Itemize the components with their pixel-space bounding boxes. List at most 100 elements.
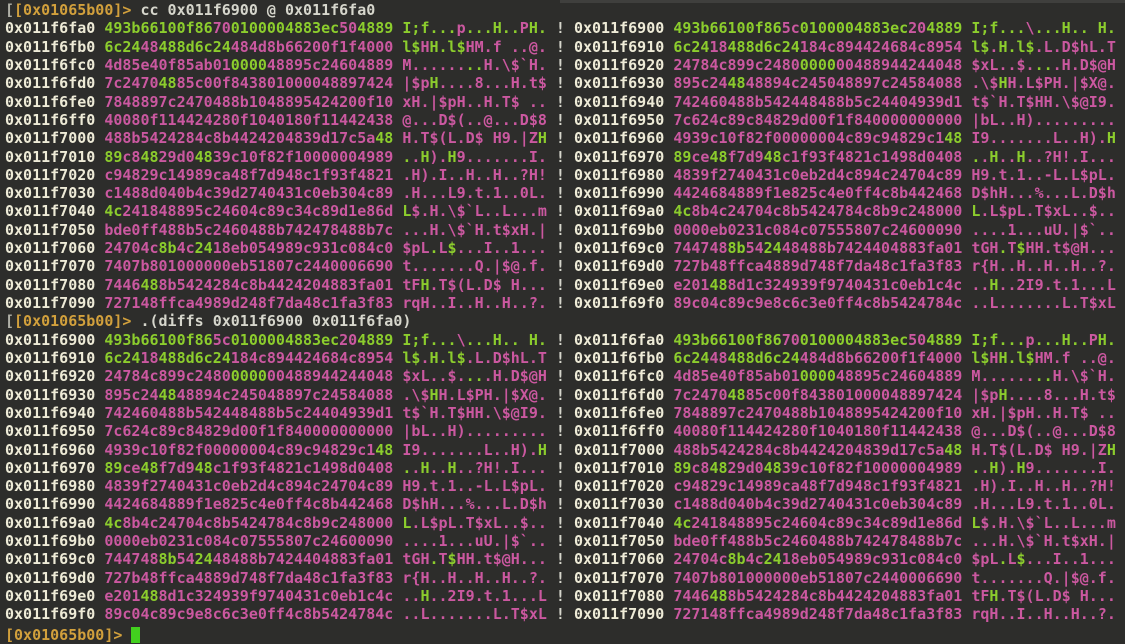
left-ascii: H.T$(L.D$ H9.|ZH bbox=[402, 129, 547, 148]
diff-separator: ! bbox=[555, 184, 565, 203]
diff-separator: ! bbox=[555, 92, 565, 111]
diff-separator: ! bbox=[555, 440, 565, 459]
left-address: 0x011f6920 bbox=[5, 367, 96, 386]
right-address: 0x011f6fd0 bbox=[573, 385, 665, 404]
right-hex-bytes: 7446488b5424284c8b4424204883fa01 bbox=[673, 587, 963, 605]
hexdump-row: 0x011f7070 7407b801000000eb51807c2440006… bbox=[5, 257, 1125, 275]
left-address: 0x011f6980 bbox=[5, 477, 96, 496]
right-hex-bytes: 4c241848895c24604c89c34c89d1e86d bbox=[673, 513, 963, 532]
left-ascii: t$`H.T$HH.\$@I9. bbox=[402, 403, 547, 422]
right-ascii: ..H..2I9.t.1...L bbox=[971, 275, 1116, 294]
hexdump-row: 0x011f69c0 7447488b542448488b7424404883f… bbox=[5, 550, 1125, 568]
diff-separator: ! bbox=[555, 550, 565, 569]
right-ascii: t$`H.T$HH.\$@I9. bbox=[971, 92, 1116, 111]
left-address: 0x011f7030 bbox=[5, 184, 96, 203]
right-address: 0x011f6ff0 bbox=[573, 422, 665, 441]
right-hex-bytes: 4839f2740431c0eb2d4c894c24704c89 bbox=[673, 165, 963, 184]
hexdump-row: 0x011f7080 7446488b5424284c8b4424204883f… bbox=[5, 276, 1125, 294]
right-ascii: H9.t.1..-L.L$pL. bbox=[971, 165, 1116, 184]
right-hex-bytes: c94829c14989ca48f7d948c1f93f4821 bbox=[673, 477, 963, 496]
right-hex-bytes: 89ce48f7d948c1f93f4821c1498d0408 bbox=[673, 147, 963, 166]
left-address: 0x011f6fb0 bbox=[5, 37, 96, 56]
diff-separator: ! bbox=[555, 458, 565, 477]
left-hex-bytes: 742460488b542448488b5c24404939d1 bbox=[104, 403, 394, 422]
left-hex-bytes: bde0ff488b5c2460488b742478488b7c bbox=[104, 220, 394, 239]
right-hex-bytes: 7407b801000000eb51807c2440006690 bbox=[673, 568, 963, 587]
right-ascii: ..H..H..?H!.I... bbox=[971, 147, 1116, 166]
left-address: 0x011f6fc0 bbox=[5, 55, 96, 74]
hexdump-row: 0x011f6970 89ce48f7d948c1f93f4821c1498d0… bbox=[5, 459, 1125, 477]
diff-separator: ! bbox=[555, 330, 565, 349]
left-ascii: I9.......L..H).H bbox=[402, 440, 547, 459]
left-address: 0x011f7060 bbox=[5, 239, 96, 258]
hexdump-row: 0x011f7040 4c241848895c24604c89c34c89d1e… bbox=[5, 202, 1125, 220]
right-address: 0x011f7070 bbox=[573, 568, 665, 587]
text-cursor[interactable] bbox=[131, 626, 141, 643]
left-address: 0x011f69d0 bbox=[5, 568, 96, 587]
hexdump-row: 0x011f6fc0 4d85e40f85ab01000048895c24604… bbox=[5, 56, 1125, 74]
right-ascii: rqH..I..H..H..?. bbox=[971, 605, 1116, 624]
left-ascii: |$pH....8...H.t$ bbox=[402, 74, 547, 93]
left-address: 0x011f6970 bbox=[5, 458, 96, 477]
left-address: 0x011f6990 bbox=[5, 495, 96, 514]
hexdump-row: 0x011f6ff0 40080f114424280f1040180f11442… bbox=[5, 111, 1125, 129]
diff-separator: ! bbox=[555, 587, 565, 605]
left-ascii: ..H..H..?H!.I... bbox=[402, 458, 547, 477]
left-hex-bytes: 0000eb0231c084c07555807c24600090 bbox=[104, 532, 394, 551]
right-ascii: L.L$pL.T$xL..$.. bbox=[971, 202, 1116, 221]
right-ascii: I9.......L..H).H bbox=[971, 129, 1116, 148]
right-address: 0x011f7020 bbox=[573, 477, 665, 496]
hexdump-row: 0x011f6930 895c244848894c245048897c24584… bbox=[5, 386, 1125, 404]
left-address: 0x011f6960 bbox=[5, 440, 96, 459]
right-hex-bytes: 24784c899c2480000000488944244048 bbox=[673, 55, 963, 74]
right-ascii: tGH.T$HH.t$@H... bbox=[971, 239, 1116, 258]
left-hex-bytes: 4c8b4c24704c8b5424784c8b9c248000 bbox=[104, 513, 394, 532]
right-hex-bytes: 493b66100f865c0100004883ec204889 bbox=[673, 19, 963, 38]
diff-separator: ! bbox=[555, 348, 565, 367]
left-ascii: I;f...p...H..PH. bbox=[402, 19, 547, 38]
hexdump-row: 0x011f6950 7c624c89c84829d00f1f840000000… bbox=[5, 422, 1125, 440]
hexdump-row: 0x011f6940 742460488b542448488b5c2440493… bbox=[5, 404, 1125, 422]
left-hex-bytes: 4939c10f82f00000004c89c94829c148 bbox=[104, 440, 394, 459]
left-ascii: ...H.\$`H.t$xH.| bbox=[402, 220, 547, 239]
diff-separator: ! bbox=[555, 257, 565, 276]
diff-separator: ! bbox=[555, 55, 565, 74]
prompt: [0x01065b00]> bbox=[5, 625, 123, 644]
right-address: 0x011f7050 bbox=[573, 532, 665, 551]
hexdump-row: 0x011f69d0 727b48ffca4889d748f7da48c1fa3… bbox=[5, 569, 1125, 587]
left-ascii: ..H).H9.......I. bbox=[402, 147, 547, 166]
left-address: 0x011f7040 bbox=[5, 202, 96, 221]
right-ascii: r{H..H..H..H..?. bbox=[971, 257, 1116, 276]
diff-separator: ! bbox=[555, 495, 565, 514]
left-ascii: ..L.......L.T$xL bbox=[402, 605, 547, 624]
hexdump-row: 0x011f6900 493b66100f865c0100004883ec204… bbox=[5, 331, 1125, 349]
left-address: 0x011f7080 bbox=[5, 275, 96, 294]
hexdump-row: 0x011f6fd0 7c24704885c00f843801000048897… bbox=[5, 74, 1125, 92]
prompt-prefix: [ bbox=[5, 312, 15, 331]
right-ascii: ..H).H9.......I. bbox=[971, 458, 1116, 477]
left-ascii: r{H..H..H..H..?. bbox=[402, 568, 547, 587]
right-hex-bytes: c1488d040b4c39d2740431c0eb304c89 bbox=[673, 495, 963, 514]
diff-separator: ! bbox=[555, 568, 565, 587]
right-ascii: l$.H.l$.L.D$hL.T bbox=[971, 37, 1116, 56]
right-hex-bytes: 89c04c89c9e8c6c3e0ff4c8b5424784c bbox=[673, 294, 963, 312]
right-hex-bytes: 40080f114424280f1040180f11442438 bbox=[673, 422, 963, 441]
hexdump-row: 0x011f6960 4939c10f82f00000004c89c94829c… bbox=[5, 441, 1125, 459]
left-ascii: $xL..$....H.D$@H bbox=[402, 367, 547, 386]
diff-separator: ! bbox=[555, 532, 565, 551]
left-hex-bytes: 4424684889f1e825c4e0ff4c8b442468 bbox=[104, 495, 394, 514]
left-ascii: tFH.T$(L.D$ H... bbox=[402, 275, 547, 294]
right-address: 0x011f7000 bbox=[573, 440, 665, 459]
left-ascii: @...D$(..@...D$8 bbox=[402, 110, 547, 129]
left-ascii: .H).I..H..H..?H! bbox=[402, 165, 547, 184]
diff-separator: ! bbox=[555, 129, 565, 148]
left-ascii: tGH.T$HH.t$@H... bbox=[402, 550, 547, 569]
right-address: 0x011f7040 bbox=[573, 513, 665, 532]
left-address: 0x011f7000 bbox=[5, 129, 96, 148]
left-hex-bytes: 24704c8b4c2418eb054989c931c084c0 bbox=[104, 239, 394, 258]
diff-separator: ! bbox=[555, 294, 565, 312]
hexdump-row: 0x011f7020 c94829c14989ca48f7d948c1f93f4… bbox=[5, 166, 1125, 184]
left-ascii: D$hH...%...L.D$h bbox=[402, 495, 547, 514]
right-ascii: @...D$(..@...D$8 bbox=[971, 422, 1116, 441]
